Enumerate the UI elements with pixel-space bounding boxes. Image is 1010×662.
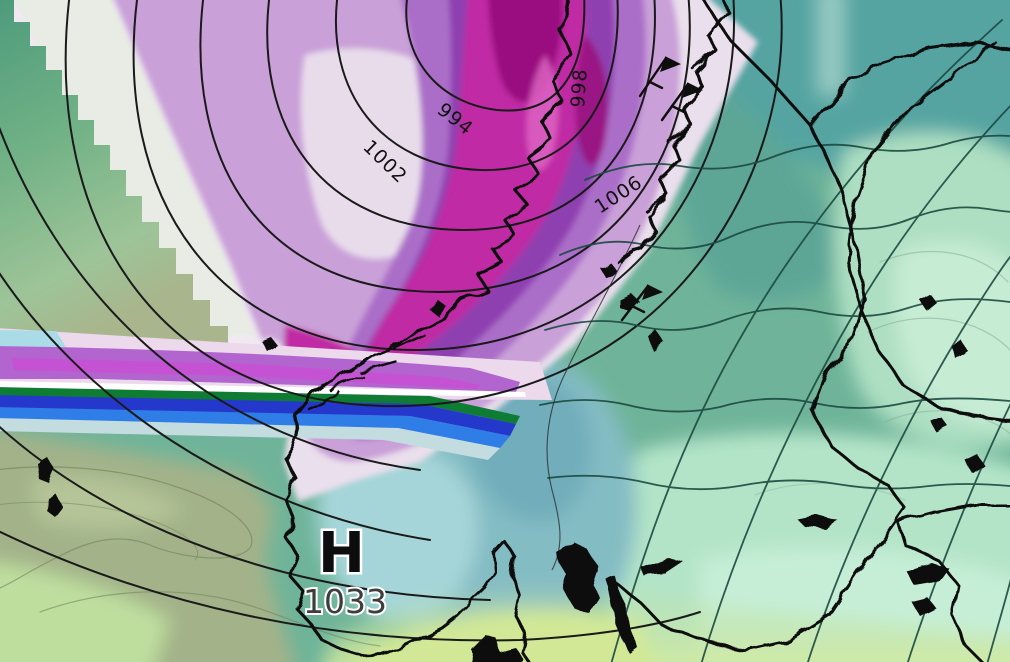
- fjord-spur-3: [328, 374, 364, 392]
- isoline-se-1: [700, 104, 1010, 662]
- lake-ladoga-edge: [965, 454, 985, 474]
- coast-bothnian-bay: [808, 40, 1010, 127]
- island-shetland-2: [46, 494, 62, 516]
- island-coastal-1: [428, 300, 446, 316]
- isobar-1014: [64, 0, 783, 408]
- isobar-994: [405, 0, 586, 112]
- isoline-ne-3: [544, 298, 1010, 331]
- thin-contours: [0, 251, 1010, 647]
- lake-finn-2: [648, 332, 664, 350]
- lake-finn-1: [620, 294, 640, 312]
- coast-sweden-east: [616, 0, 907, 652]
- isoline-se-3: [907, 403, 1010, 662]
- island-hiiumaa: [912, 598, 936, 616]
- stepped-green-wedge: [0, 0, 228, 344]
- coast-norway-north: [620, 0, 730, 264]
- isobar-1030-left: [0, 530, 701, 642]
- high-pressure-symbol: H: [318, 521, 365, 586]
- high-pressure-center: H 1033: [301, 519, 389, 624]
- lake-malaren: [798, 516, 840, 530]
- isoline-ne-4: [539, 397, 1010, 413]
- fjord-spur-4: [306, 391, 342, 410]
- island-saaremaa: [905, 562, 949, 586]
- fjord-tick-1: [690, 48, 718, 70]
- stripe-cyan: [0, 330, 66, 349]
- lake-finn-4: [920, 294, 938, 312]
- isobar-998: [334, 0, 619, 172]
- coast-denmark: [470, 634, 524, 662]
- isobar-label-998: 998: [567, 68, 592, 109]
- isobar-layer-east: [539, 19, 1010, 662]
- isobar-layer: [0, 0, 783, 642]
- coastline-layer: [282, 0, 1010, 662]
- isobar-1006: [199, 0, 691, 294]
- coast-estonia: [896, 503, 1010, 662]
- isobar-1002: [266, 0, 656, 232]
- island-shetland-1: [36, 456, 54, 482]
- wind-barb-icon: [660, 82, 703, 122]
- island-gotland: [642, 558, 684, 576]
- isoline-se-4: [986, 579, 1010, 662]
- island-lake-layer: [36, 262, 985, 662]
- fjord-tick-3: [643, 193, 670, 212]
- isoline-se-2: [807, 255, 1010, 662]
- fjord-spur-2: [358, 360, 398, 374]
- high-pressure-value: 1033: [303, 582, 387, 621]
- texture-overlay: [300, 0, 1010, 662]
- isoline-se-0: [610, 19, 1003, 662]
- border-norway-sweden: [546, 224, 641, 571]
- coast-norway-west: [282, 0, 574, 662]
- isobar-1010: [132, 0, 735, 352]
- snow-core-coastal: [574, 35, 608, 166]
- isobar-1022-left: [0, 272, 431, 541]
- isoline-ne-1: [584, 134, 1010, 181]
- isoline-ne-2: [559, 206, 1010, 256]
- lake-finn-3: [600, 262, 616, 278]
- wind-barb-icon: [638, 56, 681, 98]
- lake-vanern: [556, 542, 600, 614]
- fjord-tick-2: [666, 123, 694, 144]
- fjord-tick-4: [616, 246, 642, 264]
- isobar-1018-left: [0, 126, 421, 471]
- lake-finn-5: [950, 341, 968, 359]
- coast-finland-west: [846, 40, 1010, 423]
- island-coastal-2: [260, 336, 276, 350]
- island-oland: [612, 598, 636, 652]
- wind-barb-icon: [620, 284, 663, 322]
- isoline-ne-5: [547, 474, 1010, 491]
- lake-finn-6: [930, 416, 948, 432]
- fjord-spur-1: [393, 334, 427, 352]
- wind-barb-group: [620, 56, 703, 322]
